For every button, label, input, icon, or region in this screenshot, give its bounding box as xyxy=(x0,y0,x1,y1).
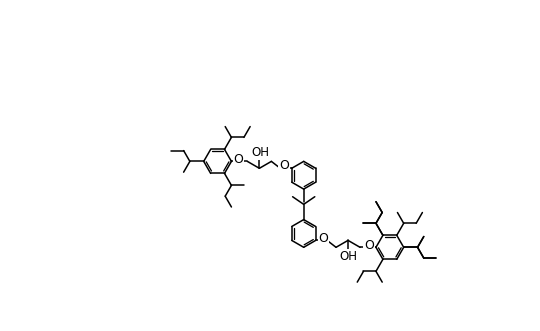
Text: O: O xyxy=(318,232,328,245)
Text: OH: OH xyxy=(340,250,358,262)
Text: O: O xyxy=(364,239,374,252)
Text: OH: OH xyxy=(251,146,269,159)
Text: O: O xyxy=(279,160,289,172)
Text: O: O xyxy=(233,153,244,166)
